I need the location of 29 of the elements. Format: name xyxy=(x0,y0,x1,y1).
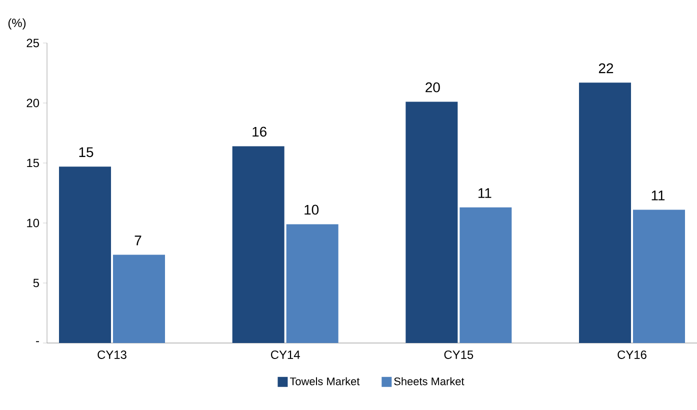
bar xyxy=(460,207,512,343)
bar xyxy=(112,254,165,343)
bar xyxy=(633,210,685,343)
y-tick-label: 20 xyxy=(26,98,40,108)
bar xyxy=(406,102,458,343)
data-label: 10 xyxy=(304,204,319,215)
y-tick-label: 15 xyxy=(27,158,39,168)
y-tick-label: 25 xyxy=(26,38,39,48)
y-axis-title: (%) xyxy=(8,18,26,30)
y-tick-label: - xyxy=(36,341,39,342)
x-tick-label: CY15 xyxy=(444,350,474,359)
y-tick-label: 10 xyxy=(27,218,40,228)
data-label: 15 xyxy=(79,147,94,158)
data-label: 11 xyxy=(478,188,492,198)
data-label: 22 xyxy=(598,63,614,74)
legend-label: Sheets Market xyxy=(394,377,464,386)
x-tick-label: CY16 xyxy=(618,350,646,359)
data-label: 20 xyxy=(426,82,440,92)
legend-label: Towels Market xyxy=(290,377,360,386)
bar xyxy=(59,166,112,343)
x-tick-label: CY14 xyxy=(270,350,300,359)
bar xyxy=(232,146,284,343)
y-tick-label: 5 xyxy=(33,278,39,288)
data-label: 11 xyxy=(652,190,665,200)
bar xyxy=(286,224,338,343)
data-label: 16 xyxy=(252,126,266,137)
data-label: 7 xyxy=(134,236,142,246)
x-tick-label: CY13 xyxy=(98,350,126,359)
bar xyxy=(579,82,632,343)
